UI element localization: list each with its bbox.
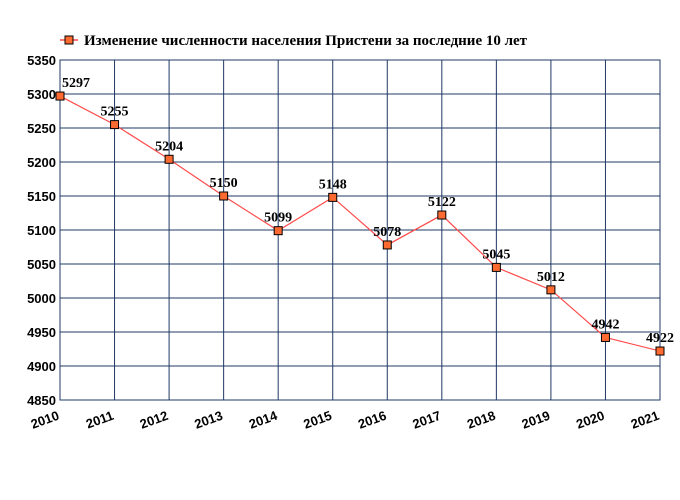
x-tick-2011: 2011 bbox=[84, 408, 116, 432]
data-label-2011: 5255 bbox=[101, 105, 129, 120]
data-point-2011 bbox=[110, 120, 120, 130]
legend-marker bbox=[64, 35, 74, 45]
x-tick-2015: 2015 bbox=[301, 408, 333, 432]
x-tick-2017: 2017 bbox=[411, 408, 443, 432]
y-tick-4900: 4900 bbox=[27, 359, 56, 374]
x-tick-2020: 2020 bbox=[574, 408, 606, 432]
y-axis-tick-labels: 4850 4900 4950 5000 5050 5100 5150 5200 5250 5300… bbox=[27, 53, 56, 408]
y-tick-5050: 5050 bbox=[27, 257, 56, 272]
data-point-2021 bbox=[655, 346, 665, 356]
x-tick-2013: 2013 bbox=[192, 408, 224, 432]
grid bbox=[59, 59, 661, 401]
y-tick-4850: 4850 bbox=[27, 393, 56, 408]
y-tick-5350: 5350 bbox=[27, 53, 56, 68]
data-label-2017: 5122 bbox=[428, 195, 456, 210]
y-tick-5100: 5100 bbox=[27, 223, 56, 238]
data-point-2019 bbox=[546, 285, 556, 295]
data-point-2012 bbox=[164, 154, 174, 164]
data-label-2018: 5045 bbox=[482, 247, 510, 262]
x-tick-2016: 2016 bbox=[356, 408, 388, 432]
data-label-2015: 5148 bbox=[319, 177, 347, 192]
data-label-2019: 5012 bbox=[537, 270, 565, 285]
data-point-2014 bbox=[273, 226, 283, 236]
y-tick-5300: 5300 bbox=[27, 87, 56, 102]
data-label-2012: 5204 bbox=[155, 139, 183, 154]
data-point-2018 bbox=[491, 262, 501, 272]
x-tick-2021: 2021 bbox=[629, 408, 661, 432]
data-label-2010: 5297 bbox=[62, 76, 90, 91]
y-tick-4950: 4950 bbox=[27, 325, 56, 340]
data-point-2017 bbox=[437, 210, 447, 220]
data-point-2015 bbox=[328, 192, 338, 202]
y-tick-5000: 5000 bbox=[27, 291, 56, 306]
x-tick-2018: 2018 bbox=[465, 408, 497, 432]
data-label-2013: 5150 bbox=[210, 176, 238, 191]
data-labels: 5297 5255 5204 5150 5099 5148 5078 5122 5045 5012… bbox=[62, 76, 674, 346]
legend-label: Изменение численности населения Пристени… bbox=[84, 33, 528, 49]
data-point-2010 bbox=[55, 91, 65, 101]
y-tick-5150: 5150 bbox=[27, 189, 56, 204]
x-tick-2010: 2010 bbox=[29, 408, 61, 432]
y-tick-5250: 5250 bbox=[27, 121, 56, 136]
data-point-2016 bbox=[382, 240, 392, 250]
data-point-2013 bbox=[219, 191, 229, 201]
data-label-2021: 4922 bbox=[646, 331, 674, 346]
x-tick-2019: 2019 bbox=[520, 408, 552, 432]
x-tick-2012: 2012 bbox=[138, 408, 170, 432]
legend: Изменение численности населения Пристени… bbox=[60, 33, 528, 49]
series-population bbox=[55, 91, 665, 356]
data-label-2020: 4942 bbox=[591, 317, 619, 332]
y-tick-5200: 5200 bbox=[27, 155, 56, 170]
x-tick-2014: 2014 bbox=[247, 407, 280, 431]
data-point-2020 bbox=[600, 332, 610, 342]
data-label-2014: 5099 bbox=[264, 211, 292, 226]
series-line bbox=[59, 95, 661, 352]
data-label-2016: 5078 bbox=[373, 225, 401, 240]
x-axis-tick-labels: 2010 2011 2012 2013 2014 2015 2016 2017 2018 2019… bbox=[29, 407, 661, 431]
